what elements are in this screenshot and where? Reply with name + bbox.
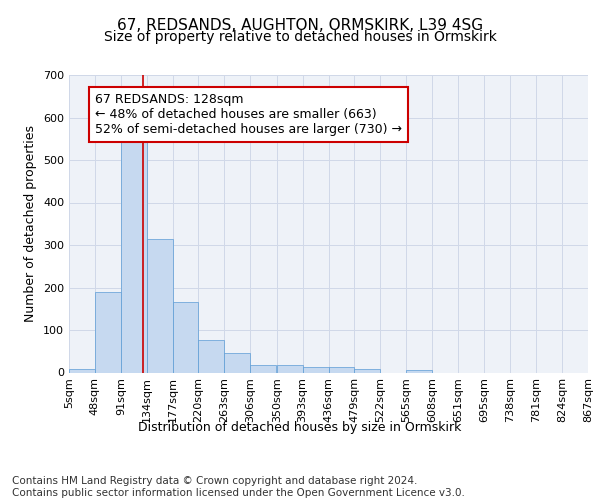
Text: 67 REDSANDS: 128sqm
← 48% of detached houses are smaller (663)
52% of semi-detac: 67 REDSANDS: 128sqm ← 48% of detached ho… (95, 93, 402, 136)
Bar (277, 365, 302, 372)
Bar (355, 369, 380, 372)
Bar (329, 368, 355, 372)
Bar (302, 368, 329, 372)
Bar (121, 140, 146, 372)
Text: Distribution of detached houses by size in Ormskirk: Distribution of detached houses by size … (139, 421, 461, 434)
Y-axis label: Number of detached properties: Number of detached properties (25, 125, 37, 322)
Text: 67, REDSANDS, AUGHTON, ORMSKIRK, L39 4SG: 67, REDSANDS, AUGHTON, ORMSKIRK, L39 4SG (117, 18, 483, 32)
Bar (199, 340, 224, 372)
Bar (69, 369, 95, 372)
Bar (250, 365, 276, 372)
Bar (406, 370, 432, 372)
Text: Size of property relative to detached houses in Ormskirk: Size of property relative to detached ho… (104, 30, 496, 44)
Text: Contains HM Land Registry data © Crown copyright and database right 2024.
Contai: Contains HM Land Registry data © Crown c… (12, 476, 465, 498)
Bar (146, 238, 173, 372)
Bar (95, 292, 121, 372)
Bar (173, 302, 199, 372)
Bar (224, 352, 250, 372)
